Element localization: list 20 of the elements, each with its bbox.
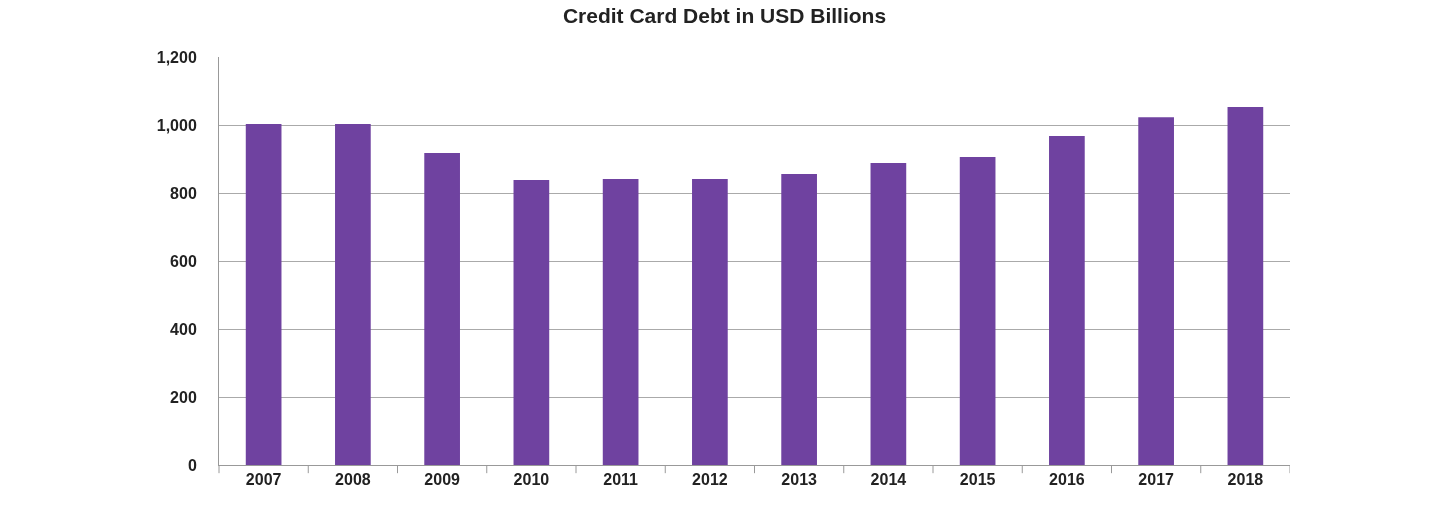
x-tick-label: 2009 bbox=[424, 471, 461, 489]
x-tick-label: 2012 bbox=[692, 471, 728, 489]
x-tick-label: 2007 bbox=[245, 471, 282, 489]
x-tick-label: 2017 bbox=[1138, 471, 1175, 489]
x-tick-label: 2011 bbox=[603, 471, 639, 489]
y-tick-label: 0 bbox=[187, 456, 197, 474]
y-tick-label: 600 bbox=[170, 252, 197, 270]
y-tick-label: 400 bbox=[170, 320, 197, 338]
x-tick-label: 2014 bbox=[870, 471, 907, 489]
chart-title: Credit Card Debt in USD Billions bbox=[562, 3, 887, 27]
x-tick-label: 2015 bbox=[959, 471, 996, 489]
x-tick-label: 2016 bbox=[1049, 471, 1085, 489]
y-tick-label: 800 bbox=[170, 184, 197, 202]
y-tick-label: 1,200 bbox=[156, 48, 197, 66]
x-tick-label: 2008 bbox=[335, 471, 371, 489]
y-tick-label: 1,000 bbox=[156, 116, 197, 134]
x-tick-label: 2013 bbox=[781, 471, 818, 489]
x-tick-label: 2010 bbox=[513, 471, 550, 489]
x-tick-label: 2018 bbox=[1227, 471, 1264, 489]
y-tick-label: 200 bbox=[170, 388, 197, 406]
